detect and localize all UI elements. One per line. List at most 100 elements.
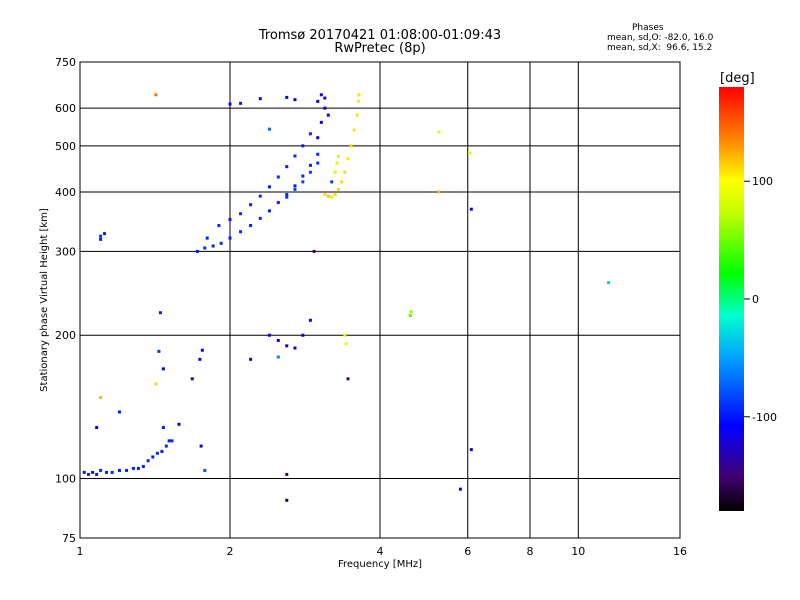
x-axis-ticks: 1 2 4 6 8 10 16 bbox=[77, 545, 688, 558]
echo-point bbox=[104, 470, 108, 474]
echo-point bbox=[82, 470, 86, 474]
echo-point bbox=[319, 93, 323, 97]
echo-point bbox=[219, 241, 223, 245]
phases-x-mode-stats: mean, sd,X: 96.6, 15.2 bbox=[607, 43, 713, 53]
echo-point bbox=[336, 187, 340, 191]
echo-point bbox=[91, 470, 95, 474]
echo-point bbox=[285, 193, 289, 197]
echo-point bbox=[267, 209, 271, 213]
echo-point bbox=[117, 410, 121, 414]
echo-point bbox=[469, 207, 473, 211]
y-tick-label: 600 bbox=[55, 102, 76, 115]
echo-point bbox=[343, 170, 347, 174]
echo-point bbox=[228, 218, 232, 222]
y-tick-label: 100 bbox=[55, 473, 76, 486]
echo-point bbox=[340, 180, 344, 184]
x-tick-label: 6 bbox=[464, 545, 471, 558]
echo-point bbox=[285, 95, 289, 99]
echo-point bbox=[267, 185, 271, 189]
echo-point bbox=[346, 377, 350, 381]
echo-point bbox=[343, 333, 347, 337]
echo-point bbox=[258, 194, 262, 198]
echo-point bbox=[86, 472, 90, 476]
y-tick-label: 500 bbox=[55, 140, 76, 153]
echo-point bbox=[154, 93, 158, 97]
echo-point bbox=[161, 367, 165, 371]
echo-point bbox=[276, 201, 280, 205]
echo-point bbox=[323, 106, 327, 110]
echo-point bbox=[158, 311, 162, 315]
echo-point bbox=[323, 96, 327, 100]
colorbar-tick-label: 0 bbox=[752, 293, 759, 306]
echo-point bbox=[308, 170, 312, 174]
echo-point bbox=[249, 203, 253, 207]
echo-point bbox=[125, 468, 129, 472]
echo-point bbox=[141, 464, 145, 468]
echo-point bbox=[356, 99, 360, 103]
y-tick-label: 200 bbox=[55, 329, 76, 342]
echo-point bbox=[308, 163, 312, 167]
y-tick-label: 400 bbox=[55, 186, 76, 199]
echo-point bbox=[301, 174, 305, 178]
x-tick-label: 8 bbox=[527, 545, 534, 558]
echo-point bbox=[308, 132, 312, 136]
echo-point bbox=[205, 236, 209, 240]
echo-point bbox=[468, 151, 472, 155]
echo-point bbox=[164, 444, 168, 448]
echo-point bbox=[276, 175, 280, 179]
echo-point bbox=[161, 425, 165, 429]
echo-point bbox=[239, 101, 243, 105]
echo-point bbox=[293, 98, 297, 102]
echo-point bbox=[211, 244, 215, 248]
echo-point bbox=[170, 439, 174, 443]
echo-point bbox=[336, 154, 340, 158]
phase-colorbar bbox=[719, 87, 744, 511]
echo-point bbox=[293, 154, 297, 158]
echo-point bbox=[409, 310, 413, 314]
echo-point bbox=[203, 246, 207, 250]
echo-point bbox=[316, 152, 320, 156]
echo-point bbox=[267, 333, 271, 337]
echo-point bbox=[301, 180, 305, 184]
echo-point bbox=[285, 195, 289, 199]
echo-point bbox=[131, 466, 135, 470]
echo-point bbox=[333, 193, 337, 197]
echo-point bbox=[312, 249, 316, 253]
echo-point bbox=[154, 382, 158, 386]
echo-point bbox=[469, 448, 473, 452]
echo-point bbox=[99, 468, 103, 472]
y-axis-ticks: 75 100 200 300 400 500 600 750 bbox=[55, 56, 76, 545]
chart-title: Tromsø 20170421 01:08:00-01:09:43 bbox=[258, 28, 502, 43]
echo-point bbox=[177, 422, 181, 426]
echo-point bbox=[99, 395, 103, 399]
echo-point bbox=[258, 216, 262, 220]
echo-point bbox=[103, 232, 107, 236]
colorbar-unit: [deg] bbox=[720, 71, 755, 86]
echo-point bbox=[323, 193, 327, 197]
phases-o-mode-stats: mean, sd,O: -82.0, 16.0 bbox=[607, 33, 714, 43]
echo-point bbox=[239, 212, 243, 216]
echo-point bbox=[95, 472, 99, 476]
echo-point bbox=[293, 184, 297, 188]
echo-point bbox=[195, 249, 199, 253]
echo-point bbox=[285, 344, 289, 348]
y-tick-label: 750 bbox=[55, 56, 76, 69]
echo-point bbox=[285, 498, 289, 502]
echo-point bbox=[110, 470, 114, 474]
echo-point bbox=[99, 234, 103, 238]
echo-point bbox=[301, 333, 305, 337]
echo-point bbox=[335, 161, 339, 165]
echo-point bbox=[267, 127, 271, 131]
echo-point bbox=[228, 102, 232, 106]
echo-point bbox=[239, 230, 243, 234]
echo-point bbox=[167, 439, 171, 443]
echo-point bbox=[326, 113, 330, 117]
echo-point bbox=[437, 130, 441, 134]
echo-point bbox=[319, 120, 323, 124]
plot-frame bbox=[79, 61, 681, 539]
echo-points bbox=[82, 93, 611, 502]
phases-title: Phases bbox=[632, 23, 664, 33]
echo-point bbox=[316, 136, 320, 140]
x-tick-label: 10 bbox=[571, 545, 585, 558]
x-tick-label: 16 bbox=[673, 545, 687, 558]
